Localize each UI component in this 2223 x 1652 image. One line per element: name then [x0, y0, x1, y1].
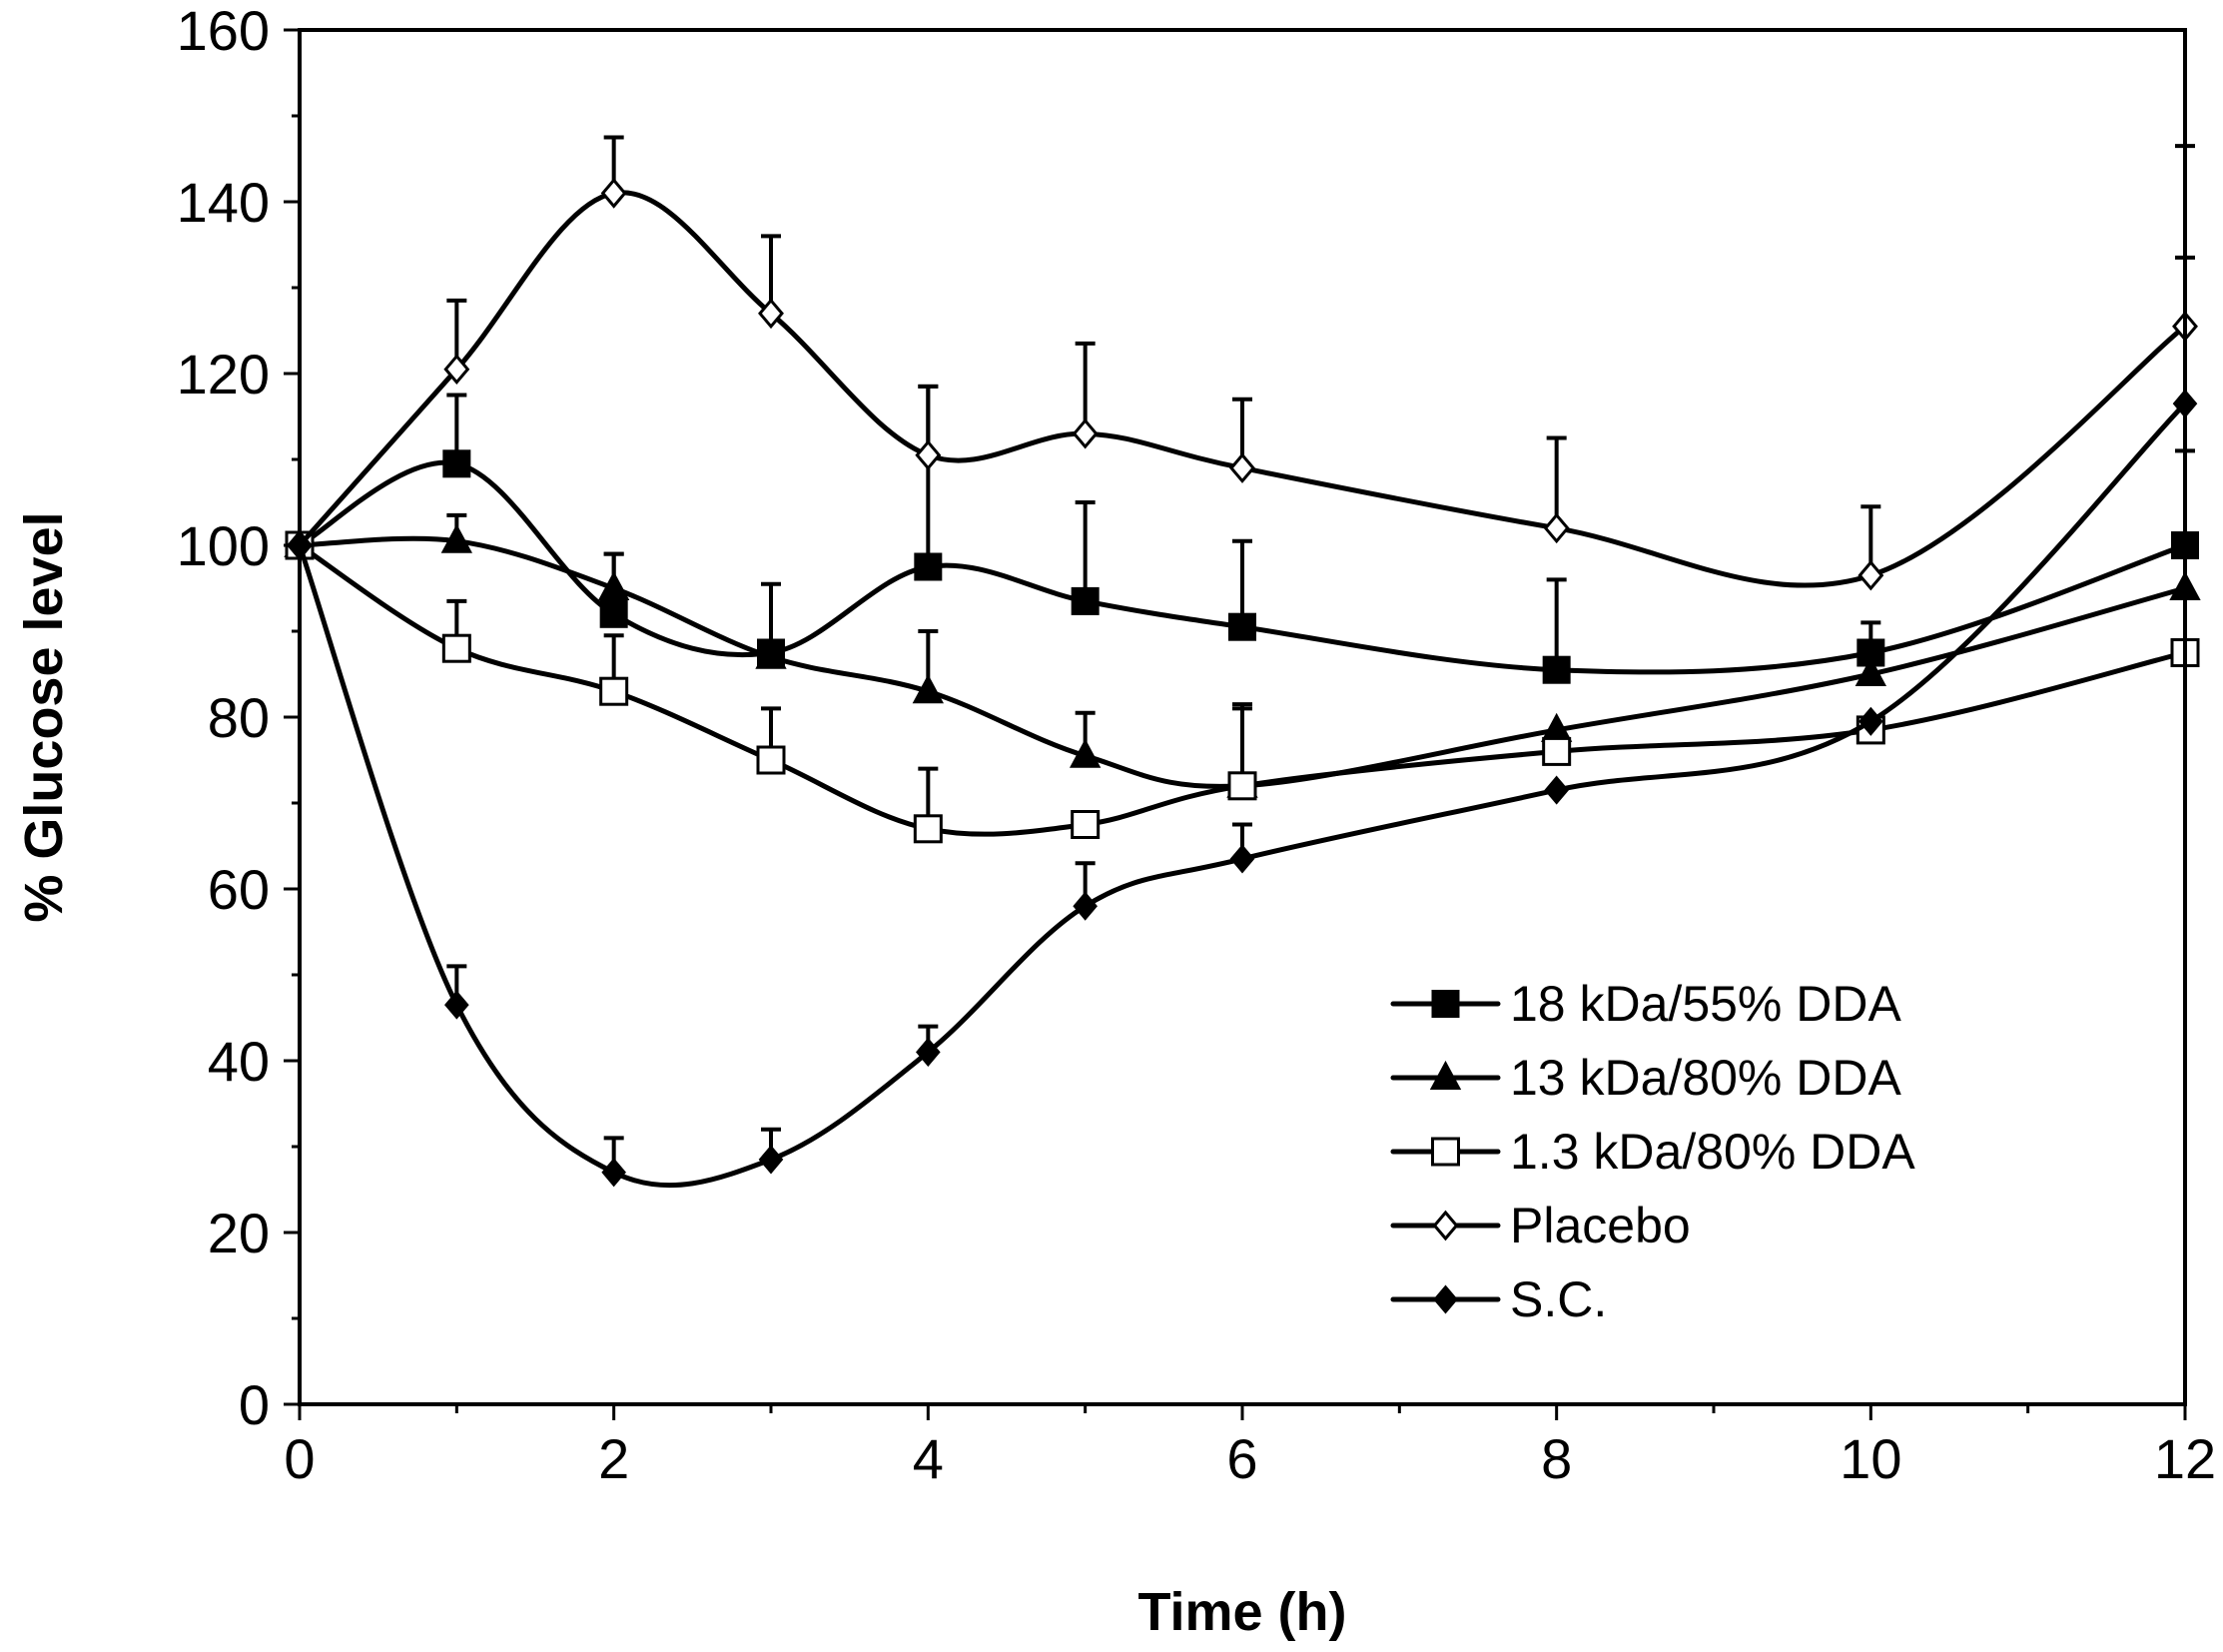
- data-point: [756, 745, 786, 775]
- y-tick-label: 0: [239, 1373, 270, 1436]
- x-tick-label: 4: [913, 1427, 944, 1490]
- y-tick-label: 120: [177, 343, 270, 406]
- data-point: [1542, 655, 1571, 684]
- legend-marker: [1431, 990, 1460, 1018]
- legend-marker: [1431, 1137, 1460, 1167]
- data-point: [914, 552, 943, 581]
- data-point: [599, 676, 629, 706]
- x-tick-label: 6: [1226, 1427, 1257, 1490]
- data-point: [916, 1037, 941, 1067]
- data-point: [758, 298, 784, 330]
- x-tick-label: 12: [2154, 1427, 2216, 1490]
- data-point: [1228, 612, 1256, 641]
- data-point: [597, 570, 630, 600]
- y-tick-label: 20: [208, 1202, 270, 1264]
- series-4: [287, 135, 2198, 591]
- data-point: [1543, 512, 1570, 544]
- y-tick-label: 60: [208, 858, 270, 921]
- x-tick-label: 8: [1541, 1427, 1572, 1490]
- data-point: [601, 1158, 626, 1188]
- data-point: [1858, 706, 1883, 736]
- data-point: [913, 814, 943, 844]
- data-point: [441, 633, 471, 663]
- data-point: [444, 990, 469, 1020]
- data-point: [440, 523, 473, 553]
- legend-marker: [1432, 1210, 1459, 1241]
- ticks-layer: 0 20 40 60 80 100 120 140 160 0 2 4 6 8 10 12: [177, 0, 2217, 1490]
- data-point: [1229, 844, 1255, 874]
- legend-label: 13 kDa/80% DDA: [1510, 1050, 1901, 1106]
- data-point: [1857, 559, 1884, 591]
- series-3: [285, 530, 2200, 844]
- y-tick-label: 40: [208, 1030, 270, 1093]
- legend-marker: [1433, 1284, 1458, 1314]
- legend-label: Placebo: [1510, 1198, 1691, 1253]
- data-point: [1227, 771, 1257, 801]
- x-axis-title: Time (h): [1137, 1582, 1346, 1642]
- data-point: [1544, 775, 1569, 805]
- data-point: [599, 599, 628, 628]
- data-point: [1071, 810, 1101, 839]
- x-tick-label: 10: [1840, 1427, 1901, 1490]
- legend-marker: [1429, 1060, 1462, 1090]
- data-point: [1072, 417, 1099, 449]
- data-point: [915, 439, 942, 471]
- legend-label: S.C.: [1510, 1271, 1607, 1327]
- data-point: [442, 449, 471, 478]
- data-point: [1229, 452, 1255, 483]
- data-point: [600, 178, 627, 209]
- x-tick-label: 0: [284, 1427, 315, 1490]
- data-point: [1069, 738, 1102, 768]
- data-point: [912, 674, 945, 704]
- legend-label: 1.3 kDa/80% DDA: [1510, 1124, 1915, 1180]
- y-tick-label: 160: [177, 0, 270, 62]
- series-line: [297, 401, 2188, 1189]
- data-point: [1542, 736, 1572, 766]
- data-point: [755, 639, 787, 669]
- legend-label: 18 kDa/55% DDA: [1510, 976, 1901, 1032]
- y-tick-label: 140: [177, 171, 270, 234]
- data-point: [758, 1145, 784, 1175]
- series-line: [297, 190, 2188, 588]
- y-axis-title: % Glucose level: [14, 511, 74, 922]
- data-point: [1071, 586, 1100, 615]
- series-5: [287, 255, 2198, 1189]
- legend: 18 kDa/55% DDA 13 kDa/80% DDA 1.3 kDa/80% …: [1390, 976, 1915, 1327]
- data-point: [1073, 891, 1098, 921]
- series-layer: [284, 135, 2201, 1189]
- data-point: [1854, 656, 1887, 686]
- data-point: [443, 354, 470, 386]
- x-tick-label: 2: [598, 1427, 629, 1490]
- y-tick-label: 100: [177, 514, 270, 577]
- y-tick-label: 80: [208, 686, 270, 749]
